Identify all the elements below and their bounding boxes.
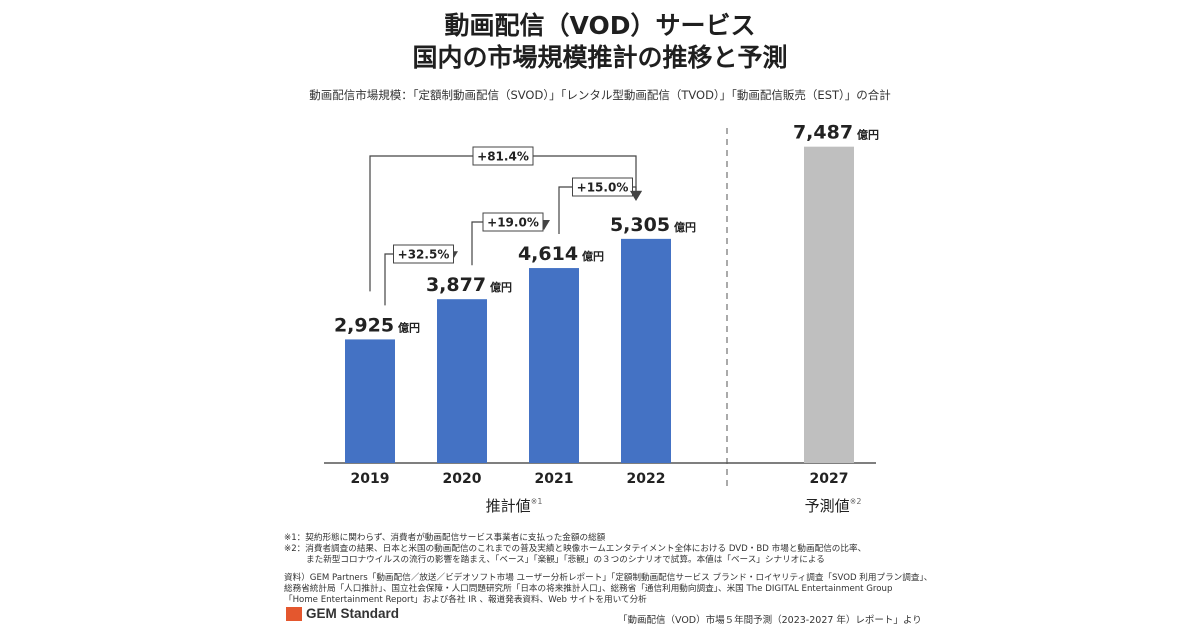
group-label-estimate: 推計値※1 — [486, 497, 543, 515]
growth-label-2019-2022: +81.4% — [477, 150, 529, 164]
source-line: 資料）GEM Partners「動画配信／放送／ビデオソフト市場 ユーザー分析レ… — [284, 573, 933, 583]
bar-2027 — [804, 146, 854, 463]
footnote-2: ※2：消費者調査の結果、日本と米国の動画配信のこれまでの普及実績と映像ホームエン… — [284, 544, 867, 555]
tick-label-2020: 2020 — [443, 471, 482, 487]
data-label-2021: 4,614 億円 — [518, 243, 604, 265]
bar-2020 — [437, 299, 487, 463]
tick-label-2021: 2021 — [535, 471, 574, 487]
report-reference: 「動画配信（VOD）市場５年間予測（2023-2027 年）レポート」より — [618, 615, 922, 626]
sources: 資料）GEM Partners「動画配信／放送／ビデオソフト市場 ユーザー分析レ… — [284, 573, 933, 607]
title-line-2: 国内の市場規模推計の推移と予測 — [412, 43, 788, 72]
logo-text: GEM Standard — [306, 606, 400, 621]
bar-2019 — [345, 339, 395, 463]
growth-label-2021-2022: +15.0% — [577, 181, 629, 195]
bar-2021 — [529, 268, 579, 463]
growth-label-box-2021-2022 — [572, 177, 633, 197]
data-label-2020: 3,877 億円 — [426, 274, 512, 296]
data-label-2019: 2,925 億円 — [334, 314, 420, 336]
data-label-2027: 7,487 億円 — [793, 122, 879, 144]
footnotes: ※1：契約形態に関わらず、消費者が動画配信サービス事業者に支払った金額の総額 ※… — [284, 533, 924, 567]
tick-label-2019: 2019 — [351, 471, 390, 487]
growth-label-box-2019-2022 — [472, 146, 534, 166]
logo-mark-icon — [286, 606, 302, 621]
growth-label-box-2020-2021 — [482, 212, 544, 232]
tick-label-2022: 2022 — [627, 471, 666, 487]
source-line: 「Home Entertainment Report」および各社 IR 、報道発… — [284, 595, 647, 606]
footnote-2-cont: また新型コロナウイルスの流行の影響を踏まえ、「ベース」「楽観」「悲観」の３つのシ… — [306, 555, 825, 566]
gem-standard-logo: GEM Standard — [286, 606, 399, 621]
tick-label-2027: 2027 — [810, 471, 849, 487]
chart-subtitle: 動画配信市場規模：「定額制動画配信（SVOD）」「レンタル型動画配信（TVOD）… — [309, 88, 891, 102]
bar-2022 — [621, 238, 671, 463]
data-label-2022: 5,305 億円 — [610, 214, 696, 236]
growth-arrow-2019-2022 — [630, 190, 642, 201]
group-label-forecast: 予測値※2 — [805, 497, 862, 515]
source-line: 総務省統計局「人口推計」、国立社会保障・人口問題研究所「日本の将来推計人口」、総… — [284, 584, 893, 595]
title-line-1: 動画配信（VOD）サービス — [444, 11, 756, 40]
growth-label-2019-2020: +32.5% — [398, 248, 450, 262]
footnote-1: ※1：契約形態に関わらず、消費者が動画配信サービス事業者に支払った金額の総額 — [284, 533, 606, 543]
growth-label-2020-2021: +19.0% — [487, 216, 539, 230]
growth-label-box-2019-2020 — [393, 244, 454, 264]
